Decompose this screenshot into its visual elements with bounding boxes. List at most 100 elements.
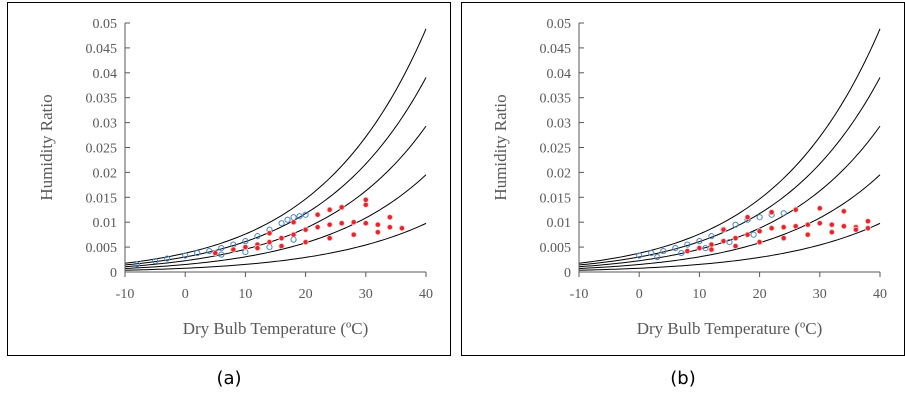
data-point <box>266 244 273 251</box>
x-axis-title: Dry Bulb Temperature (ºC) <box>637 319 823 338</box>
y-tick-label: 0.01 <box>93 216 118 231</box>
data-point <box>768 209 775 216</box>
data-point <box>296 213 303 220</box>
data-point <box>284 216 291 223</box>
data-point <box>290 219 297 226</box>
data-point <box>314 224 321 231</box>
x-tick-label: 10 <box>692 287 706 302</box>
y-tick-label: 0 <box>564 266 571 281</box>
series-1 <box>133 211 309 268</box>
y-tick-label: 0 <box>110 266 117 281</box>
data-point <box>672 244 679 252</box>
data-point <box>828 221 835 228</box>
rh-curve-4 <box>579 77 881 266</box>
y-tick-label: 0.045 <box>540 42 572 57</box>
data-point <box>804 231 811 238</box>
x-tick-label: 40 <box>419 287 433 302</box>
x-tick-label: 20 <box>299 287 313 302</box>
data-point <box>696 238 703 245</box>
data-point <box>768 225 775 232</box>
y-tick-label: 0.01 <box>547 216 572 231</box>
data-point <box>254 233 261 240</box>
data-point <box>290 214 297 221</box>
x-tick-label: 0 <box>636 287 643 302</box>
x-tick-label: 10 <box>238 287 252 302</box>
data-point <box>744 231 751 238</box>
chart-panel-b: 0 0.005 0.01 0.015 0.02 0.025 0.03 0.035 0.04 0.0… <box>461 2 905 356</box>
data-point <box>756 239 763 246</box>
data-point <box>362 196 369 203</box>
data-point <box>314 211 321 218</box>
data-point <box>780 224 787 231</box>
data-point <box>212 250 219 257</box>
data-point <box>302 239 309 246</box>
data-point <box>206 247 213 255</box>
y-tick-label: 0.005 <box>86 241 118 256</box>
data-point <box>290 231 297 238</box>
data-point <box>780 235 787 242</box>
data-point <box>374 229 381 236</box>
data-point <box>816 205 823 212</box>
y-tick-label: 0.04 <box>93 67 118 82</box>
data-point <box>696 245 703 252</box>
y-tick-label: 0.04 <box>547 67 572 82</box>
data-point <box>684 248 691 255</box>
data-point <box>350 219 357 226</box>
y-tick-label: 0.045 <box>86 42 118 57</box>
x-tick-label: 20 <box>753 287 767 302</box>
rh-curves <box>579 28 881 271</box>
x-axis-title: Dry Bulb Temperature (ºC) <box>183 319 369 338</box>
data-point <box>702 244 709 252</box>
data-point <box>350 231 357 238</box>
panel-caption-a: (a) <box>216 368 242 389</box>
data-point <box>326 221 333 228</box>
rh-curve-2 <box>579 174 881 269</box>
data-point <box>708 241 715 248</box>
data-point <box>278 220 285 227</box>
y-tick-label: 0.015 <box>540 191 572 206</box>
data-point <box>218 251 225 258</box>
scatter-plot-a: 0 0.005 0.01 0.015 0.02 0.025 0.03 0.035 0.04 0.0… <box>37 17 433 338</box>
data-point <box>804 221 811 228</box>
rh-curve-5 <box>125 28 427 264</box>
data-point <box>864 225 871 232</box>
data-point <box>744 214 751 221</box>
rh-curves <box>125 28 427 271</box>
data-point <box>194 249 201 257</box>
data-point <box>720 226 727 233</box>
data-point <box>242 244 249 251</box>
y-axis-title: Humidity Ratio <box>491 94 510 200</box>
y-tick-label: 0.035 <box>540 92 572 107</box>
data-point <box>780 210 787 217</box>
series-2 <box>684 205 871 255</box>
y-tick-label: 0.035 <box>86 92 118 107</box>
data-point <box>266 239 273 246</box>
y-axis-title: Humidity Ratio <box>37 94 56 200</box>
data-point <box>362 220 369 227</box>
data-point <box>720 238 727 245</box>
data-point <box>852 226 859 233</box>
y-tick-label: 0.05 <box>547 17 572 32</box>
data-point <box>182 252 189 259</box>
data-point <box>792 223 799 230</box>
y-tick-label: 0.02 <box>93 166 118 181</box>
panel-caption-b: (b) <box>670 368 696 389</box>
x-tick-label: 0 <box>182 287 189 302</box>
data-point <box>230 246 237 253</box>
scatter-plot-b: 0 0.005 0.01 0.015 0.02 0.025 0.03 0.035 0.04 0.0… <box>491 17 887 338</box>
data-point <box>386 214 393 221</box>
data-point <box>636 252 643 259</box>
rh-curve-1 <box>125 222 427 271</box>
rh-curve-4 <box>125 77 427 266</box>
data-point <box>242 238 249 245</box>
data-point <box>338 204 345 211</box>
data-point <box>290 236 297 243</box>
data-point <box>398 225 405 232</box>
data-point <box>660 247 667 255</box>
data-point <box>828 229 835 236</box>
data-point <box>756 214 763 221</box>
data-point <box>302 211 309 218</box>
series-2 <box>212 196 405 257</box>
y-tick-label: 0.02 <box>547 166 572 181</box>
data-point <box>654 253 661 261</box>
